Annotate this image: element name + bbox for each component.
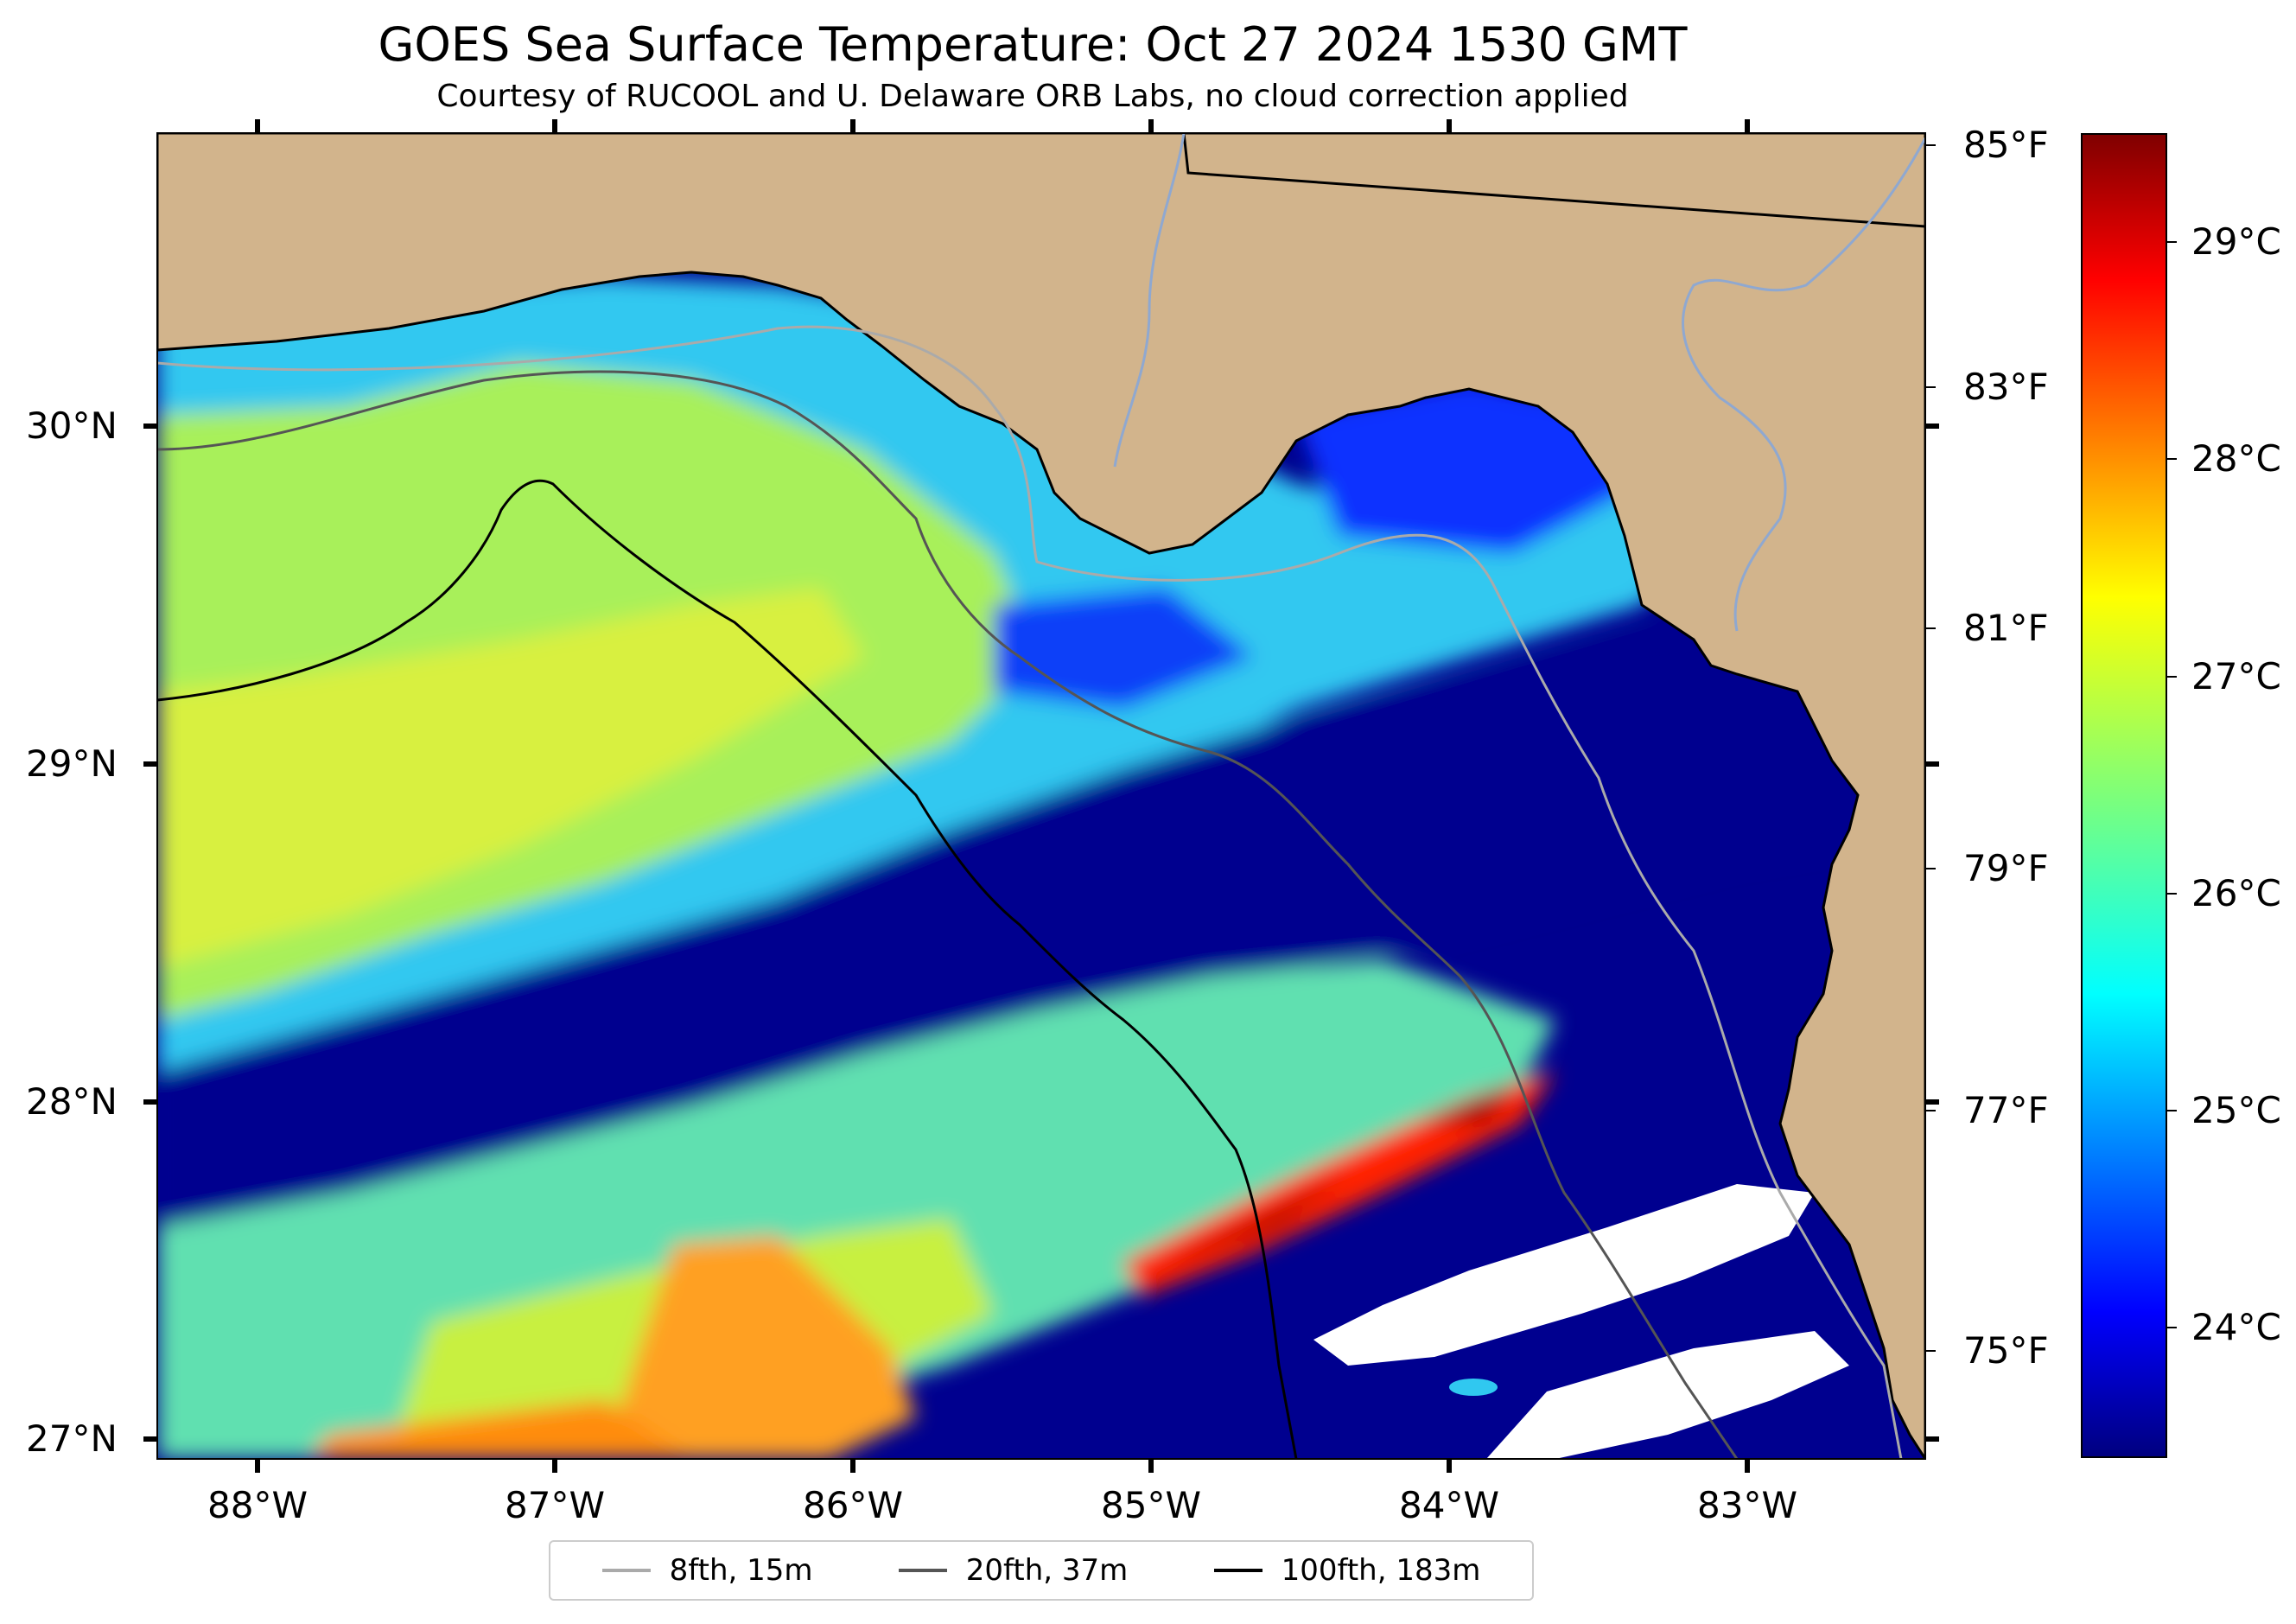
legend-line-20fth bbox=[898, 1569, 947, 1572]
lon-tick-84: 84°W bbox=[1399, 1484, 1499, 1526]
f-tick-83: 83°F bbox=[1963, 366, 2049, 408]
lon-tick-86: 86°W bbox=[803, 1484, 903, 1526]
cloud-mask bbox=[1313, 1184, 1849, 1459]
legend-label-100fth: 100fth, 183m bbox=[1281, 1553, 1481, 1588]
lat-tick-29: 29°N bbox=[26, 742, 118, 785]
lon-tick-87: 87°W bbox=[505, 1484, 605, 1526]
f-tick-79: 79°F bbox=[1963, 847, 2049, 889]
legend-item-20fth: 20fth, 37m bbox=[898, 1553, 1129, 1588]
legend-label-8fth: 8fth, 15m bbox=[669, 1553, 813, 1588]
f-tick-81: 81°F bbox=[1963, 607, 2049, 649]
lat-tick-27: 27°N bbox=[26, 1417, 118, 1460]
colorbar bbox=[2081, 133, 2167, 1458]
lon-tick-88: 88°W bbox=[207, 1484, 308, 1526]
legend-line-8fth bbox=[601, 1569, 651, 1572]
lon-tick-85: 85°W bbox=[1101, 1484, 1201, 1526]
c-tick-27: 27°C bbox=[2191, 655, 2281, 697]
c-tick-25: 25°C bbox=[2191, 1089, 2281, 1131]
lon-tick-83: 83°W bbox=[1697, 1484, 1797, 1526]
legend-item-100fth: 100fth, 183m bbox=[1213, 1553, 1481, 1588]
map-title: GOES Sea Surface Temperature: Oct 27 202… bbox=[378, 17, 1688, 72]
contour-legend: 8fth, 15m 20fth, 37m 100fth, 183m bbox=[549, 1540, 1534, 1601]
c-tick-26: 26°C bbox=[2191, 872, 2281, 914]
c-tick-24: 24°C bbox=[2191, 1306, 2281, 1348]
map-subtitle: Courtesy of RUCOOL and U. Delaware ORB L… bbox=[436, 79, 1629, 114]
lat-tick-28: 28°N bbox=[26, 1080, 118, 1123]
legend-label-20fth: 20fth, 37m bbox=[965, 1553, 1129, 1588]
c-tick-28: 28°C bbox=[2191, 437, 2281, 480]
land bbox=[157, 133, 1925, 1459]
sst-field bbox=[157, 133, 1925, 1459]
f-tick-85: 85°F bbox=[1963, 124, 2049, 166]
f-tick-75: 75°F bbox=[1963, 1329, 2049, 1372]
legend-line-100fth bbox=[1213, 1569, 1262, 1572]
f-tick-77: 77°F bbox=[1963, 1089, 2049, 1131]
legend-item-8fth: 8fth, 15m bbox=[601, 1553, 813, 1588]
map-ticks bbox=[143, 119, 1939, 1473]
c-tick-29: 29°C bbox=[2191, 220, 2281, 263]
lat-tick-30: 30°N bbox=[26, 404, 118, 447]
map-frame bbox=[156, 132, 1926, 1460]
